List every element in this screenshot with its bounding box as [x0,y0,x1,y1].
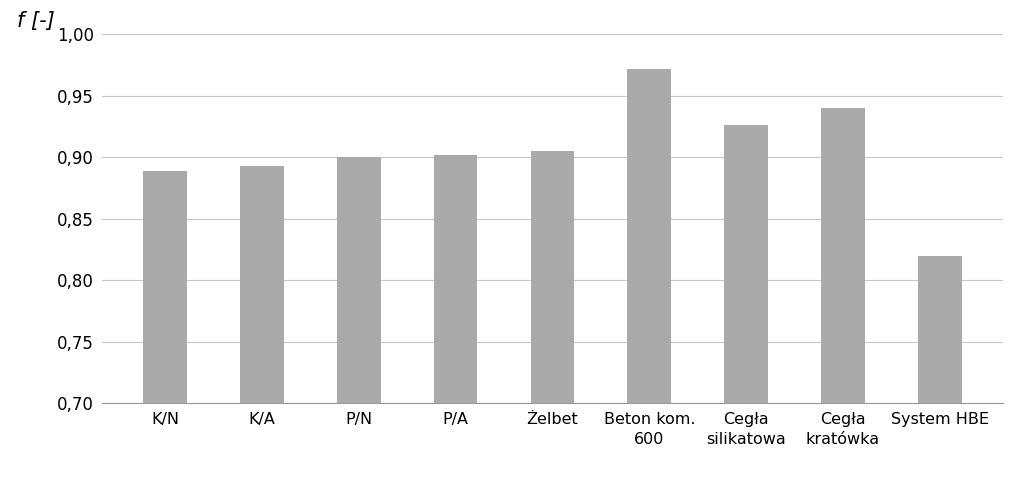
Bar [143,171,187,403]
Bar [627,69,671,403]
Text: f [-]: f [-] [16,11,54,31]
Bar [240,166,283,403]
Bar [918,256,962,403]
Bar [531,151,574,403]
Bar [337,157,381,403]
Bar [724,125,768,403]
Bar [821,108,864,403]
Bar [434,155,478,403]
